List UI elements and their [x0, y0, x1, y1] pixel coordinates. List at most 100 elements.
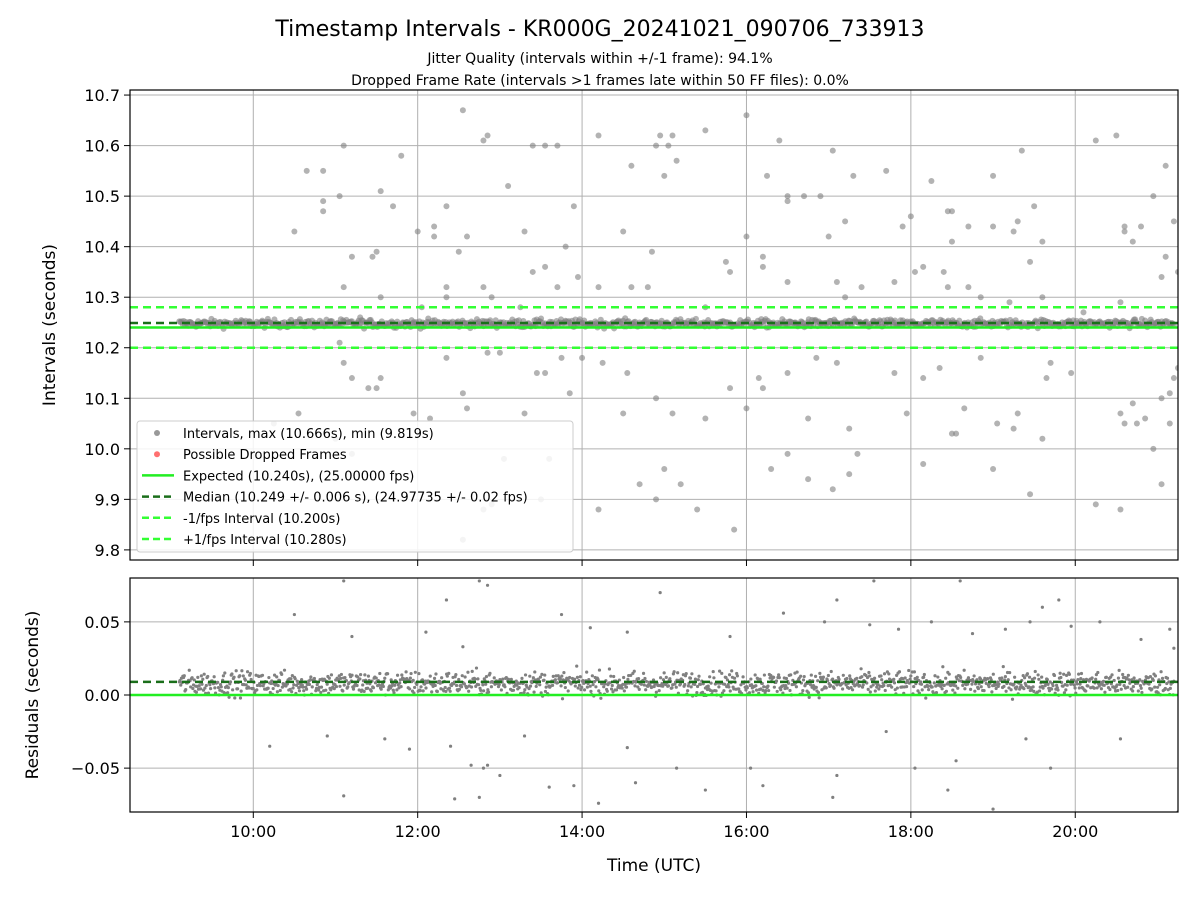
data-point — [1163, 686, 1167, 691]
outlier-point — [970, 631, 975, 636]
data-point — [941, 665, 945, 669]
data-point — [1153, 674, 1158, 678]
data-point — [662, 671, 666, 675]
data-point — [532, 690, 536, 694]
outlier-point — [805, 476, 812, 483]
data-point — [1130, 678, 1134, 682]
data-point — [213, 686, 217, 690]
data-point — [1117, 668, 1121, 673]
data-point — [1082, 678, 1086, 682]
data-point — [892, 317, 899, 324]
data-point — [789, 673, 793, 677]
data-point — [560, 697, 565, 701]
data-point — [915, 675, 919, 680]
data-point — [711, 669, 715, 674]
data-point — [187, 668, 191, 672]
data-point — [622, 675, 626, 680]
bottom-y-axis-label: Residuals (seconds) — [23, 611, 43, 780]
outlier-point — [1039, 238, 1046, 245]
data-point — [413, 685, 417, 690]
outlier-point — [636, 481, 643, 488]
data-point — [912, 670, 917, 674]
data-point — [497, 682, 501, 687]
data-point — [698, 682, 703, 686]
data-point — [882, 672, 887, 676]
outlier-point — [1117, 506, 1124, 513]
data-point — [664, 675, 668, 679]
outlier-point — [414, 228, 421, 235]
data-point — [466, 670, 470, 674]
data-point — [366, 674, 371, 678]
data-point — [831, 677, 835, 681]
data-point — [504, 675, 508, 680]
outlier-point — [1014, 218, 1021, 225]
data-point — [986, 677, 990, 681]
data-point — [276, 683, 280, 688]
outlier-point — [1121, 228, 1128, 235]
data-point — [562, 671, 566, 675]
outlier-point — [461, 645, 465, 649]
outlier-point — [303, 167, 310, 174]
x-tick-label: 10:00 — [230, 822, 276, 841]
data-point — [720, 671, 724, 675]
data-point — [644, 688, 648, 692]
data-point — [230, 672, 234, 676]
outlier-point — [1039, 294, 1046, 301]
data-point — [1084, 689, 1088, 693]
outlier-point — [1158, 481, 1165, 488]
data-point — [666, 684, 671, 688]
data-point — [926, 684, 930, 689]
data-point — [670, 686, 674, 690]
outlier-point — [350, 634, 354, 639]
legend: Intervals, max (10.666s), min (9.819s) Po… — [136, 420, 574, 553]
data-point — [956, 686, 960, 690]
outlier-point — [703, 788, 707, 792]
data-point — [867, 670, 871, 675]
data-point — [266, 686, 270, 690]
outlier-point — [896, 627, 901, 631]
data-point — [802, 674, 806, 679]
data-point — [484, 682, 488, 686]
outlier-point — [784, 370, 791, 377]
data-point — [1022, 687, 1026, 691]
data-point — [777, 673, 781, 677]
data-point — [1050, 687, 1054, 691]
data-point — [872, 676, 877, 680]
data-point — [940, 687, 944, 691]
y-tick-label: 10.6 — [84, 137, 120, 156]
top-y-axis-label: Intervals (seconds) — [40, 244, 60, 406]
data-point — [317, 688, 321, 692]
outlier-point — [1018, 147, 1025, 154]
outlier-point — [727, 385, 734, 392]
data-point — [419, 685, 423, 689]
data-point — [722, 682, 727, 686]
outlier-point — [665, 142, 672, 149]
data-point — [216, 685, 221, 690]
data-point — [591, 683, 595, 687]
data-point — [1126, 673, 1130, 677]
outlier-point — [920, 460, 927, 467]
data-point — [291, 686, 295, 690]
x-axis-label: Time (UTC) — [606, 856, 701, 876]
data-point — [951, 688, 955, 692]
data-point — [612, 674, 616, 679]
data-point — [639, 682, 644, 686]
outlier-point — [481, 766, 486, 770]
outlier-point — [658, 591, 662, 595]
outlier-point — [533, 370, 540, 377]
outlier-point — [1158, 273, 1165, 280]
outlier-point — [1047, 359, 1054, 366]
data-point — [290, 690, 294, 694]
data-point — [932, 681, 936, 685]
outlier-point — [990, 172, 997, 179]
data-point — [240, 669, 244, 673]
outlier-point — [846, 425, 853, 432]
outlier-point — [958, 579, 962, 583]
data-point — [882, 683, 886, 688]
outlier-point — [588, 626, 592, 630]
data-point — [997, 682, 1001, 686]
data-point — [1058, 671, 1062, 675]
data-point — [1064, 688, 1068, 692]
outlier-point — [1117, 299, 1124, 306]
outlier-point — [1010, 425, 1017, 432]
